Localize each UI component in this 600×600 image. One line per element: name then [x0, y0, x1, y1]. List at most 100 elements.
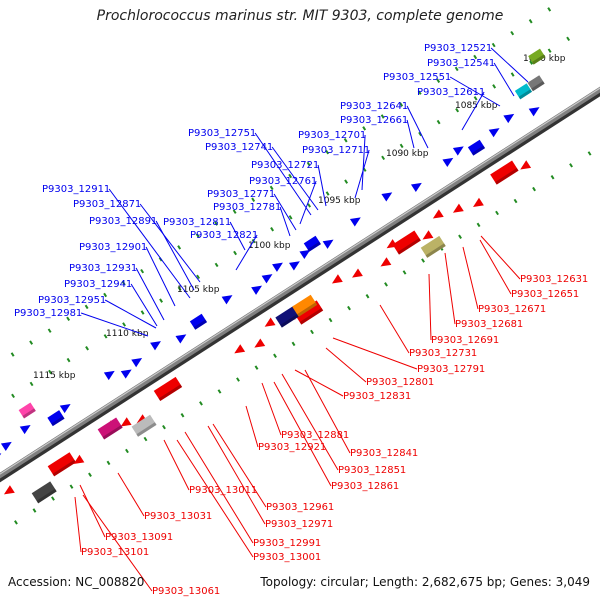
reverse-dot-ring [236, 377, 240, 382]
reverse-dot-ring [310, 329, 314, 335]
forward-gene-box-shade [51, 416, 65, 427]
outer-dot-ring [399, 102, 404, 107]
forward-gene-arrow [528, 107, 540, 117]
accession-text: Accession: NC_008820 [8, 575, 145, 589]
outer-dot-ring [47, 328, 52, 333]
grey-gene-shade [136, 422, 157, 437]
forward-dot-ring [344, 179, 349, 184]
forward-dot-ring [455, 107, 460, 113]
outer-dot-ring [177, 245, 182, 250]
forward-gene-arrow [442, 157, 454, 168]
outer-dot-ring [195, 233, 200, 238]
forward-gene-label: P9303_12521 [424, 43, 492, 54]
reverse-gene-leader [163, 439, 190, 491]
forward-gene-arrow [0, 453, 2, 463]
orange-gene-shade [297, 302, 318, 317]
forward-dot-ring [399, 143, 404, 149]
forward-gene-label: P9303_12901 [79, 242, 147, 253]
forward-gene-leader [273, 193, 297, 231]
forward-gene-leader [299, 180, 317, 225]
forward-gene-leader [279, 206, 291, 237]
forward-gene-box-shape [47, 410, 65, 427]
genome-backbone [0, 86, 600, 479]
reverse-gene-leader [74, 496, 82, 553]
reverse-dot-ring [88, 472, 92, 477]
khaki-gene [420, 235, 446, 258]
forward-gene-leader [229, 221, 246, 251]
forward-gene-arrow [503, 113, 515, 124]
kbp-label: 1110 kbp [106, 329, 149, 339]
grey-gene-shape [527, 75, 545, 92]
reverse-gene-label: P9303_12881 [281, 430, 349, 441]
outer-dot-ring [140, 268, 145, 274]
reverse-dot-ring [106, 460, 111, 466]
reverse-dot-ring [180, 413, 185, 418]
reverse-dot-ring [513, 198, 518, 204]
forward-gene-arrow [381, 192, 393, 202]
forward-dot-ring [214, 262, 219, 268]
reverse-gene-leader [479, 239, 512, 295]
forward-gene-box-shade [307, 241, 321, 252]
forward-gene-leader [490, 47, 529, 83]
forward-gene-arrow-shape [150, 341, 161, 351]
reverse-gene-leader [281, 373, 339, 471]
khaki-gene-shape [420, 235, 446, 258]
forward-dot-ring [492, 84, 497, 89]
reverse-gene-arrow-shape [264, 317, 276, 327]
forward-gene-box [467, 139, 486, 156]
genome-summary-text: Topology: circular; Length: 2,682,675 bp… [260, 575, 590, 589]
reverse-dot-ring [32, 508, 37, 513]
forward-gene-arrow-shape [442, 157, 454, 168]
reverse-dot-ring [550, 175, 555, 180]
forward-dot-ring [566, 36, 571, 42]
forward-dot-ring [529, 60, 534, 65]
reverse-dot-ring [254, 365, 259, 370]
forward-gene-label: P9303_12741 [205, 142, 273, 153]
forward-gene-arrow-shape [59, 403, 71, 414]
reverse-dot-ring [532, 186, 536, 192]
reverse-gene-label: P9303_12691 [431, 335, 499, 346]
outer-dot-ring [232, 209, 237, 214]
reverse-gene-label: P9303_12851 [338, 465, 406, 476]
reverse-dot-ring [217, 389, 222, 394]
outer-dot-ring [454, 66, 459, 72]
forward-gene-arrow [261, 274, 273, 284]
reverse-gene-box [47, 452, 77, 477]
grey-gene [131, 414, 157, 437]
forward-gene-label: P9303_12541 [427, 58, 495, 69]
reverse-gene-box [490, 160, 519, 185]
outer-dot-ring [84, 304, 89, 310]
kbp-label: 1100 kbp [248, 241, 291, 251]
reverse-gene-leader [444, 252, 456, 325]
reverse-dot-ring [569, 163, 573, 168]
kbp-label: 1080 kbp [523, 54, 566, 64]
forward-gene-arrow-shape [528, 107, 540, 117]
reverse-gene-arrow [120, 417, 132, 427]
forward-gene-label: P9303_12781 [213, 202, 281, 213]
forward-dot-ring [159, 298, 163, 303]
forward-gene-leader [493, 62, 515, 97]
forward-dot-ring [196, 274, 201, 280]
forward-gene-label: P9303_12701 [298, 130, 366, 141]
forward-dot-ring [11, 393, 15, 399]
reverse-dot-ring [328, 317, 333, 323]
reverse-gene-leader [184, 431, 254, 544]
cyan-gene-shape [514, 83, 533, 100]
forward-gene-arrow-shape [19, 424, 31, 435]
reverse-gene-label: P9303_12991 [253, 538, 321, 549]
reverse-gene-leader [304, 369, 351, 454]
outer-dot-ring [528, 19, 533, 24]
reverse-dot-ring [365, 294, 370, 299]
reverse-gene-label: P9303_12921 [258, 442, 326, 453]
kbp-label: 1095 kbp [318, 196, 361, 206]
reverse-gene-box-shape [490, 160, 519, 185]
reverse-gene-box-shade [52, 459, 77, 477]
reverse-dot-ring [587, 151, 592, 156]
dark-gene-shade [36, 488, 57, 504]
reverse-gene-box-shade [299, 307, 324, 325]
forward-gene-box-shade [193, 319, 208, 330]
reverse-gene-arrow-shape [380, 257, 392, 267]
reverse-dot-ring [162, 424, 166, 430]
reverse-gene-label: P9303_12671 [478, 304, 546, 315]
reverse-dot-ring [476, 222, 481, 228]
